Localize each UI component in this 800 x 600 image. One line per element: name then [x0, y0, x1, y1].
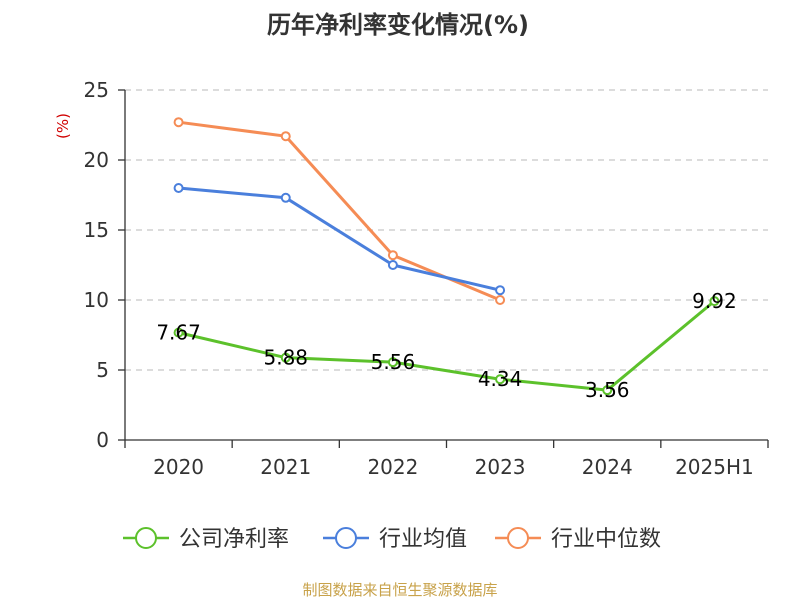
data-point [280, 192, 291, 203]
x-tick-label: 2024 [582, 455, 633, 479]
data-point [173, 117, 184, 128]
data-point [495, 285, 506, 296]
data-point [387, 250, 398, 261]
legend-marker [135, 527, 157, 549]
source-footer: 制图数据来自恒生聚源数据库 [302, 581, 497, 599]
series-line [178, 120, 501, 302]
series-line [178, 299, 716, 392]
grid-lines [125, 89, 768, 371]
data-point [709, 296, 720, 307]
data-point [387, 357, 398, 368]
chart-title: 历年净利率变化情况(%) [267, 11, 529, 39]
y-tick-label: 15 [84, 218, 109, 242]
x-tick-label: 2022 [367, 455, 418, 479]
series-lines [173, 117, 720, 396]
data-labels: 7.67 5.88 5.56 4.34 3.56 9.92 [156, 289, 736, 402]
data-label: 9.92 [692, 289, 737, 313]
data-point [495, 295, 506, 305]
series-line [178, 186, 501, 292]
y-axis-unit: (%) [54, 113, 72, 139]
data-point [280, 131, 291, 142]
x-tick-label: 2023 [475, 455, 526, 479]
data-point [602, 385, 613, 396]
legend-label: 行业均值 [379, 527, 467, 552]
data-point [280, 352, 291, 363]
y-tick-label: 0 [96, 428, 109, 452]
axes [118, 89, 769, 448]
x-tick-label: 2021 [260, 455, 311, 479]
legend-marker [507, 527, 529, 549]
legend-marker [335, 527, 357, 549]
y-tick-label: 5 [96, 358, 109, 382]
legend-label: 行业中位数 [551, 527, 661, 552]
x-tick-label: 2025H1 [675, 455, 754, 479]
tick-labels: 0 5 10 15 20 25 2020 2021 2022 2023 2024 2025H1 [84, 78, 754, 479]
y-tick-label: 25 [84, 78, 109, 102]
x-tick-label: 2020 [153, 455, 204, 479]
data-label: 5.56 [371, 350, 416, 374]
data-point [173, 183, 184, 193]
y-tick-label: 10 [84, 288, 109, 312]
data-point [173, 327, 184, 338]
y-tick-label: 20 [84, 148, 109, 172]
legend-label: 公司净利率 [179, 527, 289, 552]
data-point [387, 260, 398, 270]
data-label: 5.88 [263, 346, 308, 370]
data-label: 7.67 [156, 321, 201, 345]
data-label: 4.34 [478, 367, 523, 391]
data-point [495, 374, 506, 385]
data-label: 3.56 [585, 378, 630, 402]
legend: 公司净利率 行业均值 行业中位数 [123, 527, 661, 552]
